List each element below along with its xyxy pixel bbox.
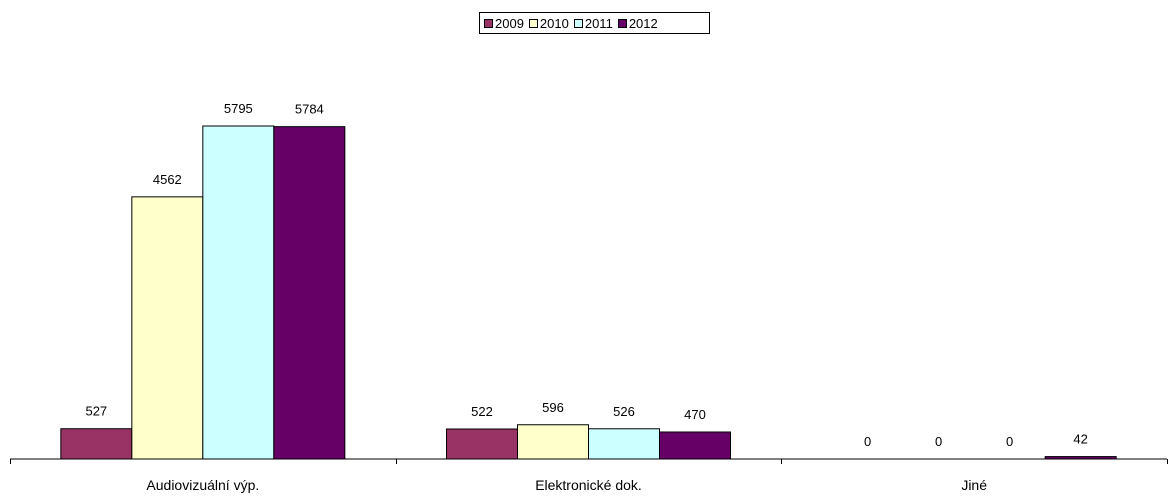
data-label-2012-1: 470 bbox=[684, 407, 706, 422]
bar-2009-1 bbox=[446, 428, 518, 460]
legend-swatch-2011 bbox=[573, 18, 583, 28]
legend-swatch-2010 bbox=[528, 18, 538, 28]
legend-label-2012: 2012 bbox=[628, 15, 658, 31]
legend-item-2012: 2012 bbox=[617, 15, 658, 31]
data-label-2009-2: 0 bbox=[864, 434, 871, 449]
legend-label-2010: 2010 bbox=[539, 15, 569, 31]
data-label-2009-0: 527 bbox=[85, 404, 107, 419]
data-label-2010-1: 596 bbox=[542, 400, 564, 415]
legend-swatch-2009 bbox=[484, 18, 493, 28]
data-label-2011-2: 0 bbox=[1006, 434, 1013, 449]
bar-2011-1 bbox=[588, 428, 660, 460]
legend-label-2011: 2011 bbox=[584, 15, 613, 31]
legend-item-2009: 2009 bbox=[484, 16, 524, 31]
data-label-2010-2: 0 bbox=[935, 434, 942, 449]
category-label-2: Jiné bbox=[961, 477, 987, 493]
legend-item-2010: 2010 bbox=[528, 15, 569, 31]
bar-2010-1 bbox=[517, 424, 589, 460]
bar-2010-0 bbox=[131, 196, 204, 460]
bar-2012-0 bbox=[273, 126, 346, 460]
bar-2011-0 bbox=[202, 125, 275, 460]
chart-legend: 2009 2010 2011 2012 bbox=[479, 12, 710, 34]
data-label-2009-1: 522 bbox=[471, 404, 493, 419]
category-label-0: Audiovizuální výp. bbox=[146, 477, 259, 493]
data-label-2012-2: 42 bbox=[1073, 432, 1087, 447]
legend-label-2009: 2009 bbox=[495, 15, 524, 31]
bar-2012-1 bbox=[659, 431, 731, 460]
data-label-2010-0: 4562 bbox=[153, 172, 182, 187]
data-label-2011-1: 526 bbox=[613, 404, 635, 419]
bar-2012-2 bbox=[1044, 456, 1117, 460]
legend-item-2011: 2011 bbox=[573, 15, 613, 31]
bar-2009-0 bbox=[60, 428, 133, 460]
data-label-2012-0: 5784 bbox=[295, 102, 324, 117]
legend-swatch-2012 bbox=[617, 18, 627, 28]
category-label-1: Elektronické dok. bbox=[535, 477, 642, 493]
data-label-2011-0: 5795 bbox=[224, 101, 253, 116]
